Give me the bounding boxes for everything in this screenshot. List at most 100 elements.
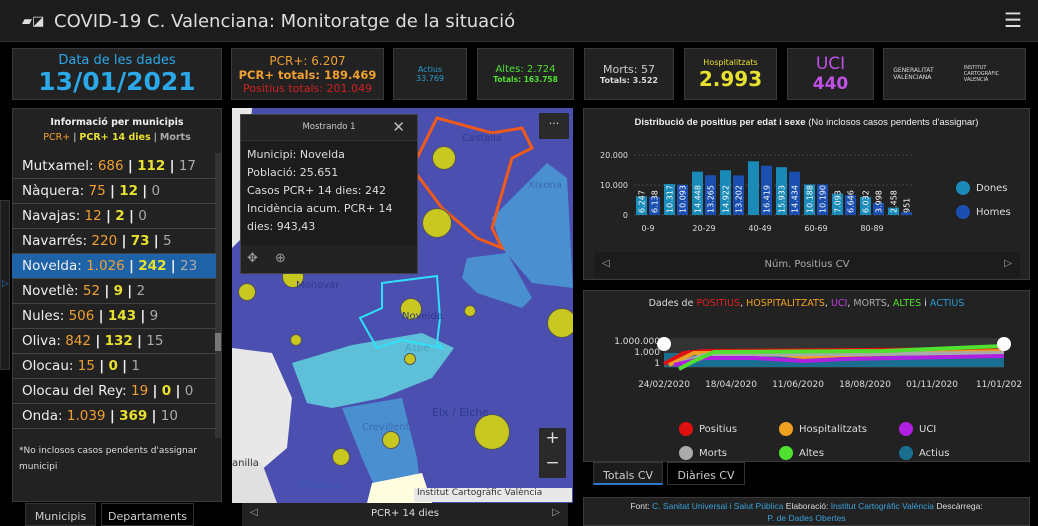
next-layer-icon[interactable]: ▷ xyxy=(552,507,560,518)
font-label: Font: xyxy=(630,501,650,511)
font-link[interactable]: C. Sanitat Universal i Salut Pública xyxy=(652,501,784,511)
municipi-row[interactable]: Nules: 506 | 143 | 9 xyxy=(12,304,216,329)
zoom-in-button[interactable]: + xyxy=(539,428,566,453)
close-icon[interactable]: ✕ xyxy=(392,118,405,136)
bar-chart: 0 10.000 20.000 6.247 6.138 10.317 10.093 14.44… xyxy=(600,151,914,233)
title-part: POSITIUS xyxy=(696,298,741,309)
pan-to-icon[interactable]: ✥ xyxy=(247,251,258,266)
pcr14-value: 369 xyxy=(119,408,148,424)
bar-value-label: 13.202 xyxy=(735,185,744,213)
map-marker[interactable] xyxy=(404,353,416,365)
pcr-value: 686 xyxy=(97,158,124,174)
municipi-name: Novetlè: xyxy=(22,283,79,299)
municipi-name: Navarrés: xyxy=(22,233,88,249)
bar-dones[interactable] xyxy=(776,167,787,215)
bar-dones[interactable] xyxy=(832,193,843,215)
bar-value-label: 10.317 xyxy=(666,185,675,213)
municipi-name: Nules: xyxy=(22,308,65,324)
pcr14-value: 12 xyxy=(119,183,138,199)
title-part: MORTS xyxy=(853,298,887,309)
tab-diaries-cv[interactable]: Diàries CV xyxy=(667,462,745,485)
prev-chart-icon[interactable]: ◁ xyxy=(602,258,610,269)
map-marker[interactable] xyxy=(290,334,302,346)
bar-homes[interactable] xyxy=(649,196,660,215)
municipis-panel: Informació per municipis PCR+ | PCR+ 14 … xyxy=(12,108,222,502)
bar-homes[interactable] xyxy=(901,212,912,215)
municipi-row[interactable]: Olocau: 15 | 0 | 1 xyxy=(12,354,216,379)
zoom-to-icon[interactable]: ⊕ xyxy=(275,251,286,266)
bar-homes[interactable] xyxy=(817,184,828,215)
municipi-row[interactable]: Onda: 1.039 | 369 | 10 xyxy=(12,404,216,429)
map-view[interactable]: Castalla Xixona Monovar Novelda Aspe Elx… xyxy=(232,108,573,503)
side-collapse-handle[interactable]: ▷ xyxy=(0,200,10,370)
tab-departaments[interactable]: Departaments xyxy=(101,503,194,526)
elab-link[interactable]: Institut Cartogràfic València xyxy=(830,501,934,511)
map-marker[interactable] xyxy=(547,308,573,338)
x-tick-label: 40-49 xyxy=(748,224,771,233)
municipi-row[interactable]: Mutxamel: 686 | 112 | 17 xyxy=(12,154,216,179)
municipi-row[interactable]: Novelda: 1.026 | 242 | 23 xyxy=(12,254,216,279)
municipi-name: Navajas: xyxy=(22,208,81,224)
legend-dones: Dones xyxy=(956,181,1008,195)
altes-daily: Altes: 2.724 xyxy=(495,64,556,75)
bar-homes[interactable] xyxy=(873,203,884,215)
bar-value-label: 10.188 xyxy=(806,185,815,213)
actius-value: 33.769 xyxy=(416,74,444,83)
zoom-out-button[interactable]: − xyxy=(539,453,566,478)
bar-homes[interactable] xyxy=(705,175,716,215)
hamburger-menu-icon[interactable]: ☰ xyxy=(1004,8,1022,32)
legend-actius[interactable]: Actius xyxy=(899,446,949,460)
bar-dones[interactable] xyxy=(860,196,871,215)
bar-homes[interactable] xyxy=(761,165,772,215)
map-marker[interactable] xyxy=(474,414,510,450)
bar-dones[interactable] xyxy=(636,196,647,215)
bar-homes[interactable] xyxy=(733,175,744,215)
x-tick-label: 11/06/2020 xyxy=(772,380,824,390)
bar-homes[interactable] xyxy=(789,171,800,215)
municipi-row[interactable]: Navajas: 12 | 2 | 0 xyxy=(12,204,216,229)
pcr-totals: PCR+ totals: 189.469 xyxy=(238,67,377,82)
bar-homes[interactable] xyxy=(677,184,688,215)
municipi-row[interactable]: Olocau del Rey: 19 | 0 | 0 xyxy=(12,379,216,404)
tab-totals-cv[interactable]: Totals CV xyxy=(593,462,663,485)
map-marker[interactable] xyxy=(432,146,456,170)
tab-municipis[interactable]: Municipis xyxy=(25,503,96,526)
x-tick-label: 80-89 xyxy=(860,224,883,233)
municipi-row[interactable]: Oliva: 842 | 132 | 15 xyxy=(12,329,216,354)
bar-value-label: 14.448 xyxy=(694,185,703,213)
legend-altes[interactable]: Altes xyxy=(779,446,824,460)
legend-hospitalitzats[interactable]: Hospitalitzats xyxy=(779,422,867,436)
legend-morts: Morts xyxy=(159,132,191,143)
bar-homes[interactable] xyxy=(845,195,856,215)
more-options-button[interactable]: ··· xyxy=(539,113,569,139)
municipi-row[interactable]: Nàquera: 75 | 12 | 0 xyxy=(12,179,216,204)
bar-dones[interactable] xyxy=(720,170,731,215)
title-part: HOSPITALITZATS xyxy=(746,298,825,309)
bar-dones[interactable] xyxy=(804,184,815,215)
municipi-row[interactable]: Novetlè: 52 | 9 | 2 xyxy=(12,279,216,304)
prev-layer-icon[interactable]: ◁ xyxy=(250,507,258,518)
map-marker[interactable] xyxy=(464,305,476,317)
range-slider-handle[interactable] xyxy=(997,337,1011,351)
map-marker[interactable] xyxy=(382,431,400,449)
map-marker[interactable] xyxy=(238,283,256,301)
map-marker[interactable] xyxy=(422,208,452,238)
bar-value-label: 2.458 xyxy=(890,190,899,213)
map-marker[interactable] xyxy=(400,298,422,320)
map-marker[interactable] xyxy=(332,448,350,466)
legend-positius[interactable]: Positius xyxy=(679,422,737,436)
layer-selector: ◁ PCR+ 14 dies ▷ xyxy=(242,503,568,526)
range-slider-handle[interactable] xyxy=(657,337,671,351)
legend-morts[interactable]: Morts xyxy=(679,446,727,460)
municipi-row[interactable]: Navarrés: 220 | 73 | 5 xyxy=(12,229,216,254)
pcr-value: 1.039 xyxy=(66,408,106,424)
bar-dones[interactable] xyxy=(692,171,703,215)
list-scrollbar[interactable] xyxy=(215,153,221,438)
pcr14-value: 242 xyxy=(138,258,167,274)
next-chart-icon[interactable]: ▷ xyxy=(1004,258,1012,269)
bar-dones[interactable] xyxy=(748,161,759,215)
bar-dones[interactable] xyxy=(664,184,675,215)
legend-uci[interactable]: UCI xyxy=(899,422,936,436)
download-link[interactable]: P. de Dades Obertes xyxy=(767,513,846,523)
bar-dones[interactable] xyxy=(888,207,899,215)
